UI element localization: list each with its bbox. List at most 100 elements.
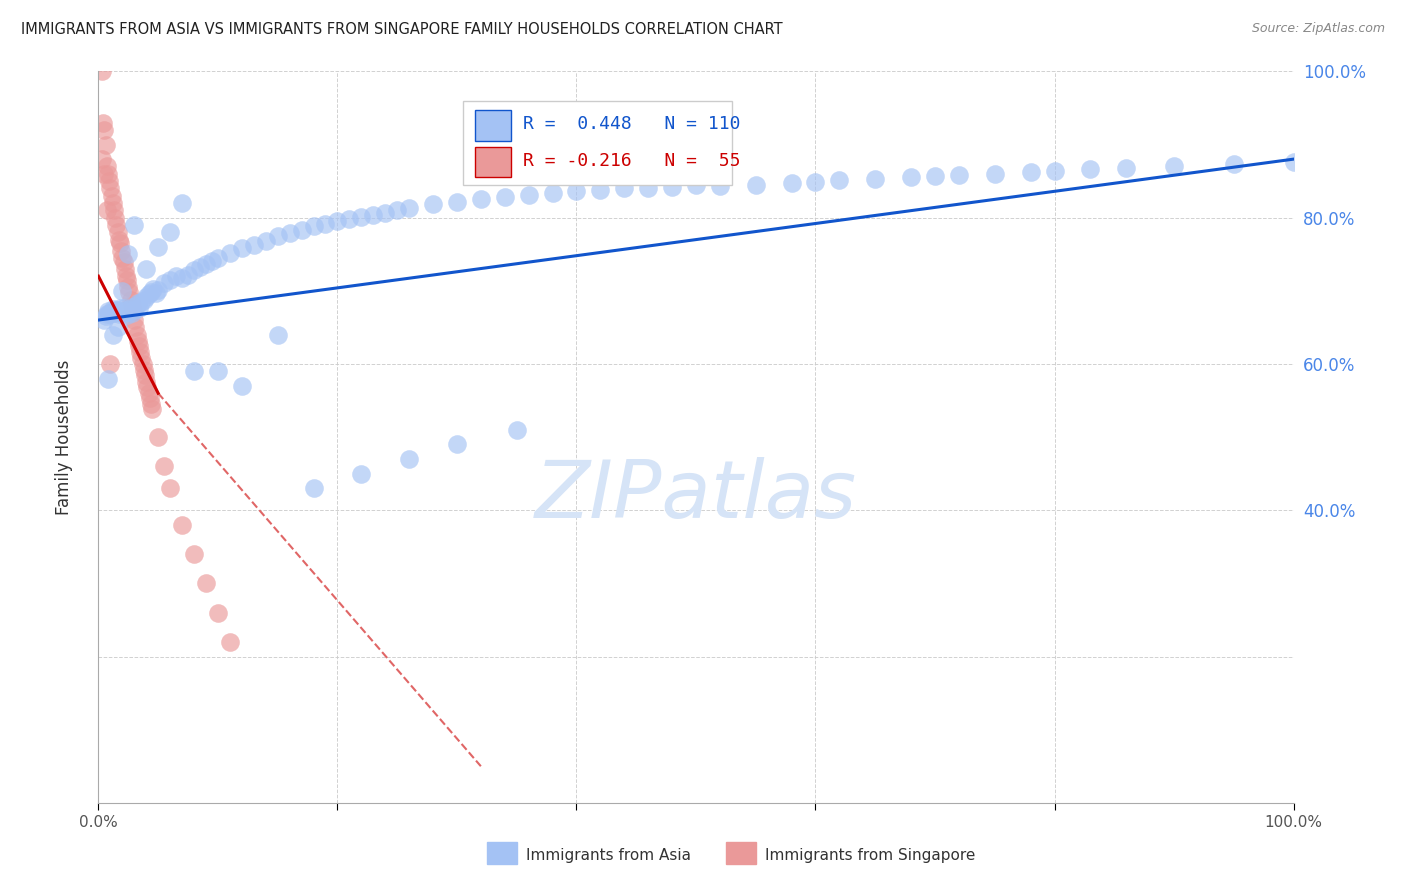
Point — [148, 240, 170, 254]
Point — [865, 172, 887, 186]
Point — [828, 173, 851, 187]
Point — [107, 225, 129, 239]
Point — [1223, 157, 1246, 171]
Point — [172, 196, 194, 211]
Point — [129, 345, 152, 359]
Point — [350, 210, 373, 224]
Point — [91, 115, 114, 129]
Point — [107, 233, 129, 247]
Point — [153, 277, 176, 291]
Point — [153, 459, 176, 474]
Point — [446, 194, 468, 209]
Point — [100, 305, 122, 319]
Point — [134, 368, 156, 382]
Point — [127, 296, 149, 310]
Point — [139, 392, 162, 406]
Point — [91, 64, 114, 78]
Point — [231, 379, 253, 393]
Point — [188, 260, 211, 274]
Point — [924, 169, 946, 183]
Point — [124, 313, 146, 327]
Point — [103, 306, 125, 320]
Point — [326, 214, 349, 228]
Point — [804, 175, 827, 189]
Point — [1163, 160, 1185, 174]
Y-axis label: Family Households: Family Households — [55, 359, 73, 515]
Point — [159, 225, 181, 239]
Point — [98, 357, 122, 371]
Point — [107, 320, 129, 334]
Point — [267, 228, 290, 243]
Point — [138, 287, 160, 301]
Point — [398, 452, 420, 467]
Point — [124, 218, 146, 232]
Point — [494, 190, 516, 204]
Point — [183, 547, 205, 561]
Point — [108, 236, 131, 251]
Point — [145, 285, 167, 300]
Point — [121, 306, 143, 320]
Point — [385, 203, 409, 218]
Point — [117, 280, 139, 294]
Text: ZIPatlas: ZIPatlas — [534, 457, 858, 534]
Point — [709, 179, 731, 194]
FancyBboxPatch shape — [463, 101, 733, 185]
Point — [118, 285, 141, 300]
Point — [984, 167, 1007, 181]
Point — [115, 273, 138, 287]
Point — [1019, 165, 1042, 179]
Point — [254, 234, 277, 248]
Point — [517, 188, 540, 202]
Point — [124, 320, 146, 334]
Point — [1115, 161, 1137, 175]
Point — [107, 307, 129, 321]
Point — [1282, 155, 1305, 169]
Point — [120, 293, 142, 307]
Bar — [475, 146, 510, 178]
Point — [112, 254, 135, 268]
Point — [291, 223, 314, 237]
Point — [131, 357, 153, 371]
Point — [159, 273, 181, 287]
Text: Immigrants from Singapore: Immigrants from Singapore — [765, 848, 976, 863]
Point — [219, 245, 242, 260]
Point — [159, 481, 181, 495]
Point — [231, 241, 253, 255]
Point — [91, 152, 114, 166]
Point — [112, 301, 135, 316]
Point — [565, 184, 588, 198]
Point — [780, 176, 803, 190]
Point — [94, 137, 117, 152]
Point — [172, 517, 194, 532]
Point — [98, 181, 122, 195]
Point — [101, 301, 124, 317]
Point — [948, 168, 970, 182]
Point — [422, 197, 444, 211]
Point — [148, 283, 170, 297]
Point — [103, 203, 125, 218]
Point — [207, 251, 229, 265]
Point — [350, 467, 373, 481]
Point — [132, 363, 155, 377]
Point — [110, 244, 132, 258]
Point — [118, 301, 141, 317]
Point — [139, 285, 162, 299]
Point — [117, 247, 139, 261]
Point — [97, 167, 120, 181]
Point — [128, 338, 150, 352]
Point — [219, 635, 242, 649]
Point — [374, 205, 396, 219]
Point — [107, 302, 129, 317]
Point — [98, 306, 121, 320]
Point — [128, 301, 150, 315]
Point — [98, 174, 121, 188]
Point — [398, 201, 420, 215]
Point — [97, 371, 120, 385]
Point — [136, 380, 159, 394]
Point — [98, 307, 122, 321]
Text: R =  0.448   N = 110: R = 0.448 N = 110 — [523, 115, 740, 133]
Bar — [486, 842, 517, 864]
Point — [315, 217, 337, 231]
Point — [685, 178, 707, 193]
Point — [132, 293, 155, 307]
